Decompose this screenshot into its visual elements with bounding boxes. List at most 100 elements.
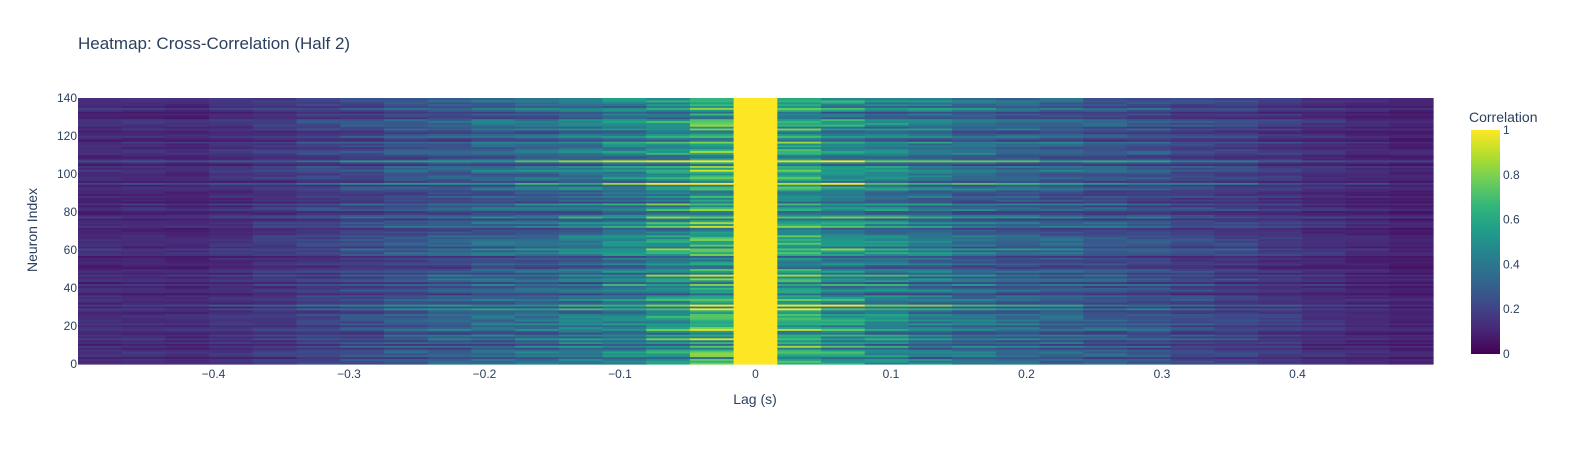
heatmap-cell: [1127, 335, 1172, 339]
heatmap-cell: [515, 101, 560, 105]
heatmap-cell: [252, 111, 298, 114]
heatmap-cell: [1039, 257, 1084, 260]
heatmap-cell: [1301, 146, 1347, 150]
heatmap-cell: [1258, 360, 1303, 363]
heatmap-cell: [558, 152, 604, 155]
heatmap-cell: [471, 184, 516, 187]
heatmap-cell: [252, 163, 298, 167]
heatmap-cell: [252, 159, 298, 163]
heatmap-cell: [340, 186, 385, 189]
heatmap-cell: [1170, 309, 1216, 313]
heatmap-cell: [121, 245, 167, 249]
heatmap-cell: [165, 112, 210, 116]
heatmap-cell: [646, 262, 691, 266]
heatmap-cell: [383, 242, 429, 245]
heatmap-cell: [515, 159, 560, 163]
heatmap-cell: [1258, 322, 1303, 326]
heatmap-cell: [646, 294, 691, 298]
heatmap-cell: [427, 184, 472, 187]
heatmap-cell: [1389, 197, 1434, 200]
heatmap-cell: [995, 126, 1041, 129]
heatmap-cell: [383, 307, 429, 311]
heatmap-cell: [995, 167, 1041, 170]
heatmap-cell: [471, 161, 516, 165]
heatmap-cell: [296, 274, 341, 277]
heatmap-cell: [1083, 302, 1128, 305]
heatmap-cell: [78, 341, 123, 344]
heatmap-cell: [1127, 221, 1172, 225]
heatmap-cell: [165, 156, 210, 159]
heatmap-cell: [515, 126, 560, 129]
heatmap-cell: [209, 195, 254, 198]
heatmap-cell: [296, 337, 341, 341]
heatmap-cell: [252, 330, 298, 333]
heatmap-cell: [78, 251, 123, 255]
heatmap-cell: [515, 251, 560, 255]
heatmap-cell: [165, 309, 210, 313]
heatmap-cell: [733, 296, 778, 300]
heatmap-cell: [821, 328, 866, 331]
heatmap-cell: [1345, 197, 1390, 200]
heatmap-cell: [1345, 201, 1390, 204]
heatmap-cell: [1258, 146, 1303, 150]
heatmap-cell: [1039, 133, 1084, 137]
heatmap-cell: [558, 345, 604, 348]
heatmap-cell: [1170, 279, 1216, 283]
heatmap-cell: [1039, 204, 1084, 208]
heatmap-cell: [1127, 199, 1172, 202]
heatmap-cell: [1345, 141, 1390, 144]
heatmap-cell: [252, 210, 298, 213]
heatmap-cell: [383, 191, 429, 195]
heatmap-cell: [515, 319, 560, 322]
heatmap-cell: [558, 210, 604, 213]
heatmap-cell: [602, 124, 647, 127]
heatmap-cell: [515, 326, 560, 330]
heatmap-cell: [646, 227, 691, 230]
heatmap-cell: [995, 324, 1041, 328]
heatmap-cell: [78, 236, 123, 240]
heatmap-cell: [1170, 182, 1216, 185]
heatmap-cell: [165, 120, 210, 123]
heatmap-cell: [383, 167, 429, 170]
heatmap-cell: [427, 103, 472, 107]
heatmap-cell: [1170, 150, 1216, 153]
heatmap-cell: [1039, 135, 1084, 138]
heatmap-cell: [209, 126, 254, 129]
heatmap-cell: [908, 193, 953, 197]
heatmap-cell: [383, 221, 429, 225]
heatmap-cell: [689, 180, 735, 183]
heatmap-cell: [646, 169, 691, 172]
heatmap-cell: [1083, 270, 1128, 273]
heatmap-cell: [1170, 156, 1216, 159]
heatmap-cell: [340, 229, 385, 232]
heatmap-cell: [1301, 202, 1347, 206]
heatmap-cell: [1170, 187, 1216, 191]
heatmap-cell: [1345, 354, 1390, 358]
heatmap-cell: [689, 304, 735, 307]
heatmap-cell: [165, 337, 210, 341]
heatmap-cell: [515, 279, 560, 283]
heatmap-cell: [1345, 135, 1390, 138]
heatmap-cell: [121, 154, 167, 157]
heatmap-cell: [427, 214, 472, 217]
heatmap-cell: [296, 146, 341, 150]
heatmap-cell: [646, 202, 691, 206]
heatmap-cell: [1039, 300, 1084, 303]
heatmap-cell: [777, 320, 822, 324]
heatmap-cell: [864, 197, 910, 200]
heatmap-cell: [689, 335, 735, 339]
heatmap-cell: [515, 122, 560, 125]
heatmap-cell: [558, 180, 604, 183]
heatmap-cell: [1083, 285, 1128, 288]
heatmap-cell: [908, 281, 953, 285]
heatmap-cell: [427, 337, 472, 341]
heatmap-cell: [995, 174, 1041, 178]
heatmap-cell: [777, 262, 822, 266]
heatmap-cell: [1389, 99, 1434, 103]
heatmap-cell: [689, 257, 735, 260]
heatmap-cell: [121, 257, 167, 260]
heatmap-cell: [995, 352, 1041, 356]
heatmap-cell: [821, 189, 866, 193]
heatmap-cell: [1127, 124, 1172, 127]
y-tick-label: 80: [64, 205, 78, 219]
